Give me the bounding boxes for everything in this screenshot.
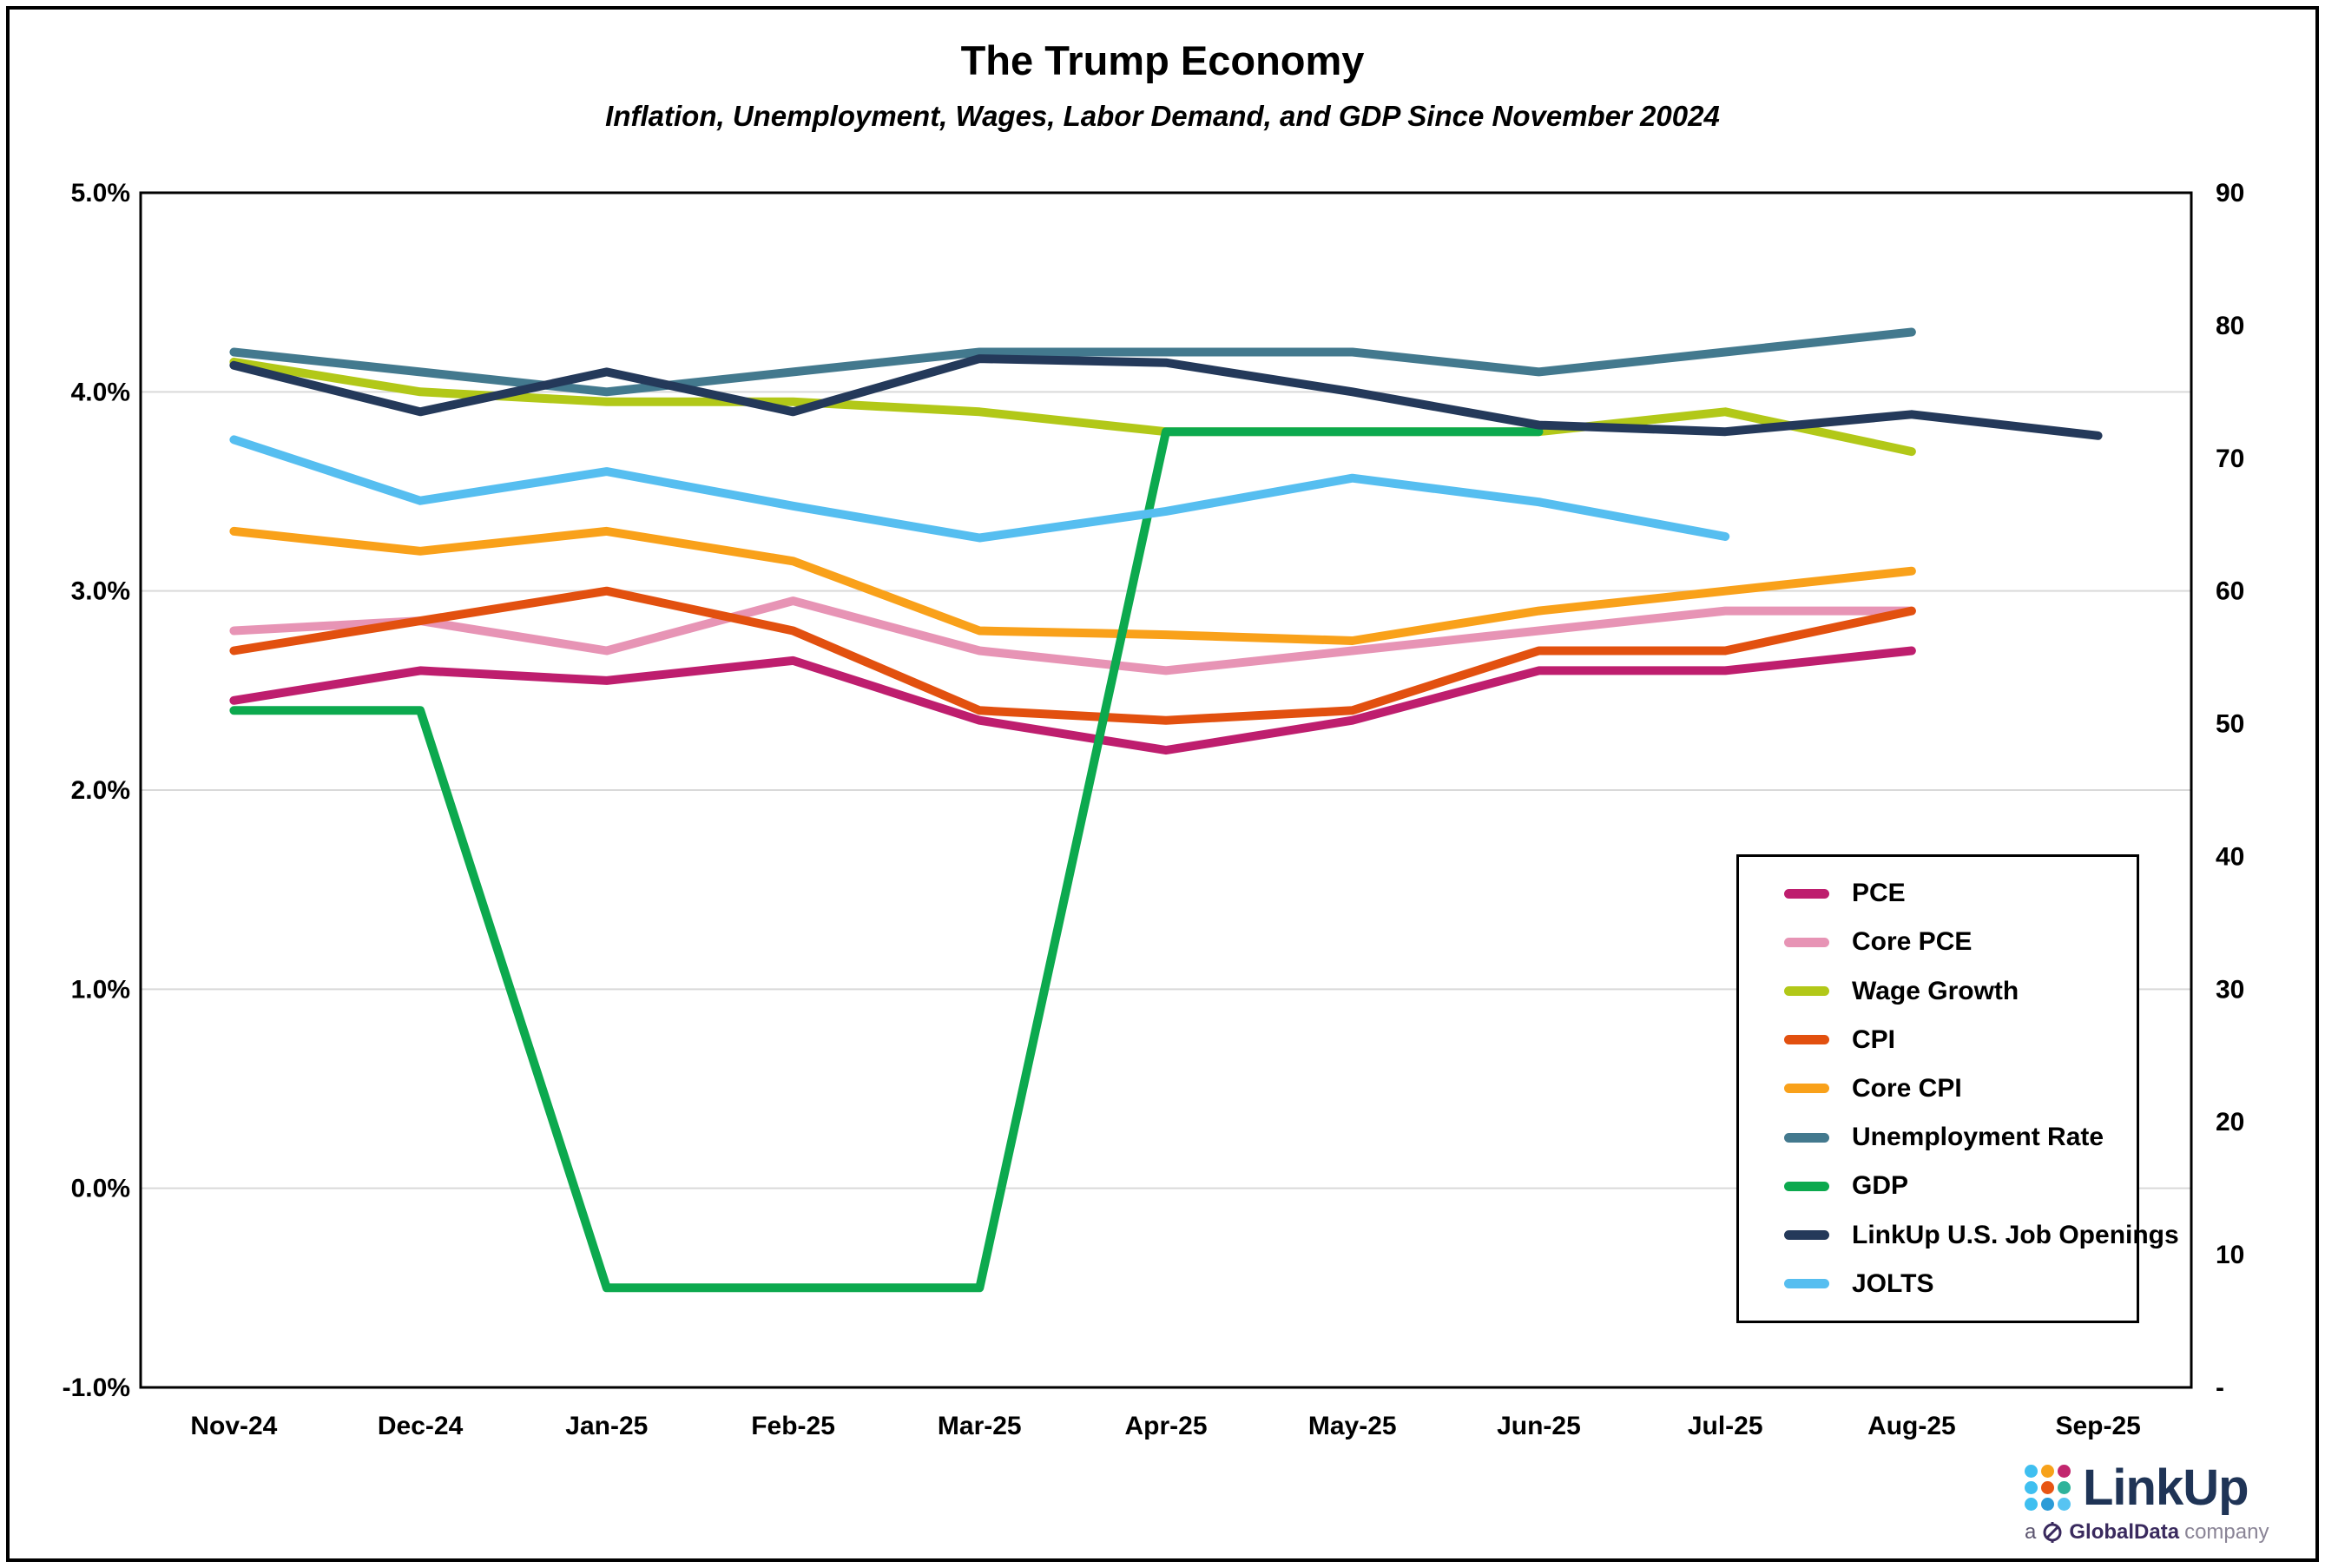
globaldata-tagline: a GlobalData company [2025, 1520, 2285, 1545]
legend-item-wage-growth: Wage Growth [1784, 977, 2137, 1006]
legend-item-pce: PCE [1784, 879, 2137, 908]
legend-label: Wage Growth [1852, 976, 2019, 1005]
legend-item-core-pce: Core PCE [1784, 927, 2137, 957]
chart-header: The Trump Economy Inflation, Unemploymen… [0, 36, 2325, 133]
axis-tick-label: - [2216, 1374, 2224, 1402]
jolts-line-swatch [1784, 1279, 1829, 1289]
axis-tick-label: Dec-24 [378, 1412, 464, 1440]
chart-subtitle: Inflation, Unemployment, Wages, Labor De… [605, 100, 1720, 132]
legend-item-unemployment-rate: Unemployment Rate [1784, 1123, 2137, 1152]
axis-tick-label: 10 [2216, 1241, 2244, 1269]
axis-tick-label: May-25 [1308, 1412, 1397, 1440]
legend-label: Unemployment Rate [1852, 1123, 2104, 1152]
axis-tick-label: 4.0% [71, 378, 130, 406]
legend-label: GDP [1852, 1171, 1909, 1201]
series-line-cpi [229, 586, 1916, 725]
gdp-line-swatch [1784, 1181, 1829, 1191]
tagline-prefix: a [2025, 1520, 2037, 1544]
axis-tick-label: 0.0% [71, 1175, 130, 1203]
axis-tick-label: 80 [2216, 312, 2244, 340]
axis-tick-label: 5.0% [71, 179, 130, 208]
axis-tick-label: 70 [2216, 445, 2244, 473]
axis-tick-label: Apr-25 [1124, 1412, 1207, 1440]
legend-item-linkup-job-openings: LinkUp U.S. Job Openings [1784, 1221, 2179, 1250]
series-line-pce [229, 646, 1916, 755]
legend-label: PCE [1852, 879, 1906, 908]
wage-growth-line-swatch [1784, 986, 1829, 997]
legend-label: Core CPI [1852, 1073, 1962, 1103]
axis-tick-label: 20 [2216, 1108, 2244, 1136]
axis-tick-label: 50 [2216, 710, 2244, 739]
linkup-logo: LinkUp a GlobalData company [2025, 1459, 2285, 1545]
series-line-unemployment-rate [229, 327, 1916, 397]
chart-title: The Trump Economy [960, 37, 1365, 83]
axis-tick-label: 30 [2216, 975, 2244, 1004]
axis-tick-label: Jun-25 [1497, 1412, 1581, 1440]
axis-tick-label: Jul-25 [1688, 1412, 1763, 1440]
series-line-core-cpi [229, 526, 1916, 645]
pce-line-swatch [1784, 888, 1829, 899]
axis-tick-label: 2.0% [71, 776, 130, 805]
legend-label: CPI [1852, 1024, 1896, 1054]
axis-tick-label: Aug-25 [1867, 1412, 1956, 1440]
series-line-wage-growth [229, 357, 1916, 457]
axis-tick-label: 60 [2216, 577, 2244, 606]
series-line-jolts [229, 435, 1730, 543]
axis-tick-label: Sep-25 [2055, 1412, 2140, 1440]
axis-tick-label: Jan-25 [565, 1412, 648, 1440]
legend-item-core-cpi: Core CPI [1784, 1074, 2137, 1104]
axis-tick-label: 1.0% [71, 975, 130, 1004]
axis-tick-label: -1.0% [63, 1374, 130, 1402]
core-cpi-line-swatch [1784, 1084, 1829, 1094]
legend-item-cpi: CPI [1784, 1025, 2137, 1055]
core-pce-line-swatch [1784, 937, 1829, 947]
legend-label: LinkUp U.S. Job Openings [1852, 1220, 2179, 1249]
series-line-core-pce [229, 596, 1916, 675]
legend-label: Core PCE [1852, 927, 1973, 957]
legend-item-gdp: GDP [1784, 1171, 2137, 1201]
axis-tick-label: 40 [2216, 842, 2244, 871]
axis-tick-label: 3.0% [71, 577, 130, 606]
legend-item-jolts: JOLTS [1784, 1269, 2137, 1299]
axis-tick-label: 90 [2216, 179, 2244, 208]
chart-legend: PCE Core PCE Wage Growth CPI Core CPI Un… [1736, 854, 2179, 1323]
axis-tick-label: Nov-24 [190, 1412, 277, 1440]
linkup-job-openings-line-swatch [1784, 1230, 1829, 1241]
linkup-wordmark: LinkUp [2083, 1459, 2249, 1516]
series-line-linkup-u-s-job-openings [229, 354, 2103, 440]
series-line-gdp [229, 427, 1544, 1293]
cpi-line-swatch [1784, 1035, 1829, 1045]
tagline-suffix: company [2184, 1520, 2269, 1544]
legend-label: JOLTS [1852, 1268, 1934, 1298]
axis-tick-label: Mar-25 [938, 1412, 1022, 1440]
tagline-brand: GlobalData [2069, 1520, 2180, 1544]
linkup-logo-dots-icon [2025, 1465, 2071, 1511]
unemployment-line-swatch [1784, 1132, 1829, 1143]
globaldata-compass-icon [2043, 1522, 2062, 1543]
axis-tick-label: Feb-25 [751, 1412, 835, 1440]
